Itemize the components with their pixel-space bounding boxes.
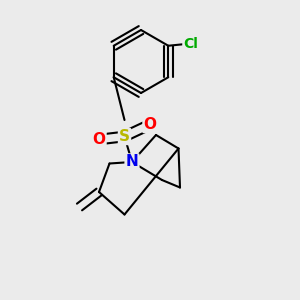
Text: N: N [126,154,138,169]
Text: O: O [143,117,157,132]
Text: S: S [119,129,130,144]
Text: Cl: Cl [183,37,198,51]
Text: O: O [92,132,106,147]
